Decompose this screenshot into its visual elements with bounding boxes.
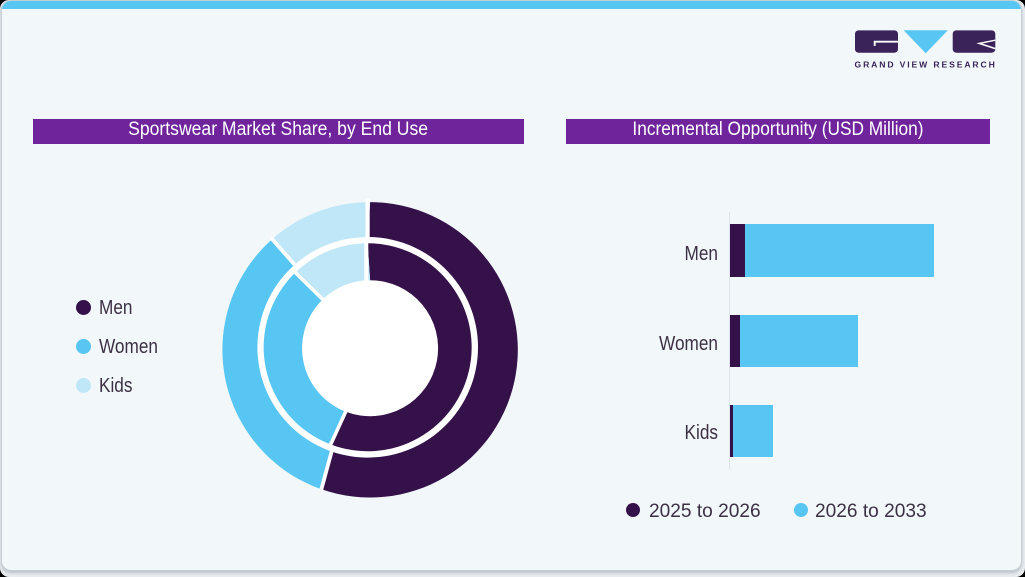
svg-text:GRAND VIEW RESEARCH: GRAND VIEW RESEARCH: [855, 59, 997, 69]
